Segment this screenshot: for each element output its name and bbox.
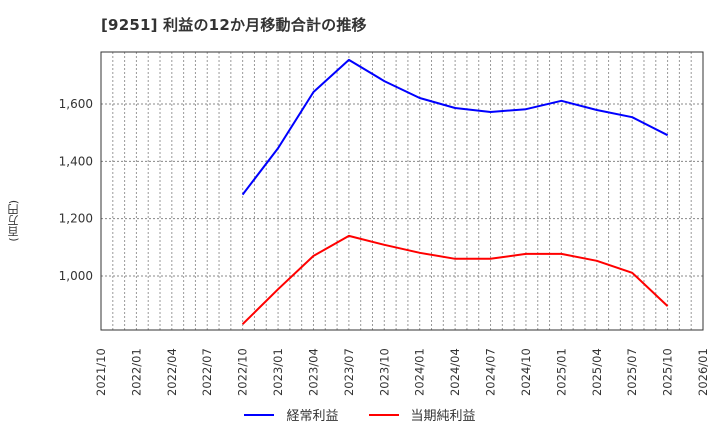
x-tick-label: 2025/01 (554, 348, 568, 396)
series-line (241, 58, 669, 196)
x-tick-label: 2022/01 (129, 348, 143, 396)
legend-item-net-income: 当期純利益 (368, 405, 476, 424)
x-tick-label: 2025/10 (661, 348, 675, 396)
x-tick-label: 2024/10 (519, 348, 533, 396)
series-line (241, 234, 669, 325)
x-tick-label: 2023/04 (306, 348, 320, 396)
x-tick-label: 2025/04 (590, 348, 604, 396)
x-tick-label: 2024/07 (484, 348, 498, 396)
y-axis-ticks: 1,000 1,200 1,400 1,600 (59, 97, 93, 283)
x-tick-label: 2024/01 (413, 348, 427, 396)
x-tick-label: 2023/01 (271, 348, 285, 396)
x-tick-label: 2025/07 (625, 348, 639, 396)
x-tick-label: 2026/01 (696, 348, 710, 396)
x-tick-label: 2022/10 (236, 348, 250, 396)
x-tick-label: 2022/07 (200, 348, 214, 396)
legend-label: 当期純利益 (410, 409, 476, 424)
plot-frame (100, 51, 704, 331)
grid-lines (101, 52, 703, 330)
x-axis-ticks: 2021/10 2022/01 2022/04 2022/07 2022/10 2023/… (94, 348, 710, 396)
y-tick-label: 1,200 (59, 212, 93, 226)
legend-item-ordinary-profit: 経常利益 (244, 405, 339, 424)
legend-swatch-blue (244, 413, 275, 416)
x-tick-label: 2024/04 (448, 348, 462, 396)
y-tick-label: 1,600 (59, 97, 93, 111)
legend-label: 経常利益 (286, 409, 339, 424)
data-series (241, 58, 669, 325)
legend: 経常利益 当期純利益 (0, 405, 720, 424)
x-tick-label: 2021/10 (94, 348, 108, 396)
legend-swatch-red (368, 413, 399, 416)
y-tick-label: 1,000 (59, 269, 93, 283)
x-tick-label: 2023/07 (342, 348, 356, 396)
y-tick-label: 1,400 (59, 154, 93, 168)
x-tick-label: 2023/10 (377, 348, 391, 396)
x-tick-label: 2022/04 (165, 348, 179, 396)
chart-title: [9251] 利益の12か月移動合計の推移 (101, 16, 367, 34)
